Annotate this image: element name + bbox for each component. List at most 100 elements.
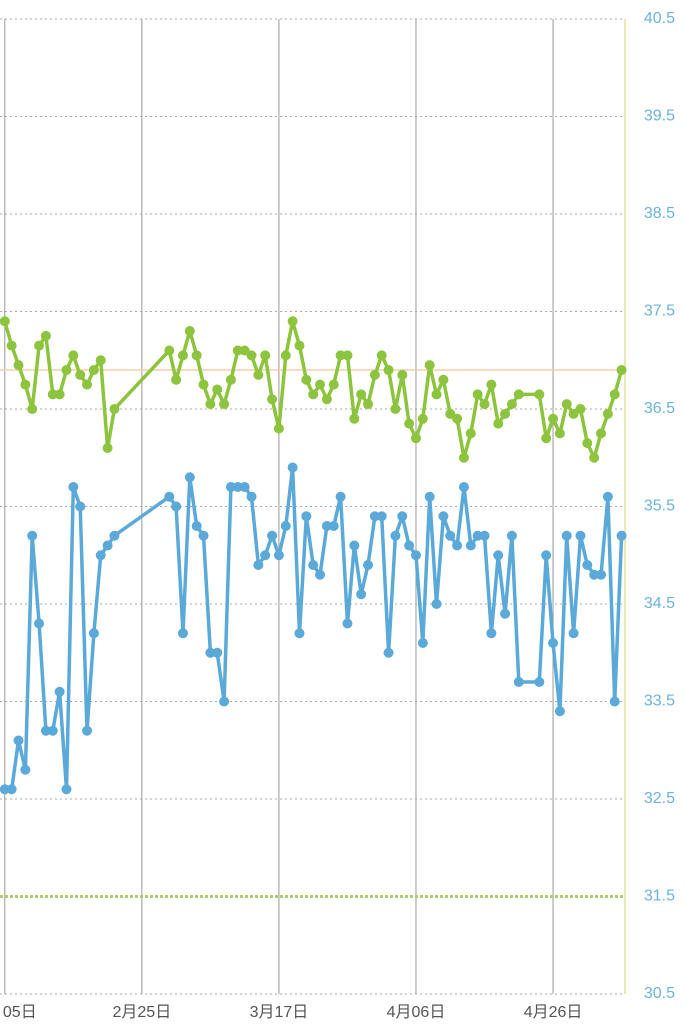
data-point — [198, 379, 209, 390]
data-point — [554, 428, 565, 439]
data-point — [260, 550, 271, 561]
data-point — [458, 452, 469, 463]
y-tick-label: 31.5 — [644, 888, 675, 905]
data-point — [47, 389, 58, 400]
data-point — [431, 599, 442, 609]
data-point — [308, 389, 319, 400]
data-point — [219, 696, 230, 707]
data-point — [397, 369, 408, 380]
data-point — [404, 418, 415, 429]
data-point — [294, 340, 305, 351]
data-point — [363, 399, 374, 410]
data-point — [369, 511, 380, 522]
data-point — [164, 345, 175, 356]
data-point — [465, 540, 476, 551]
data-point — [548, 638, 559, 648]
data-point — [171, 374, 182, 385]
series-line — [4, 465, 624, 791]
y-tick-label: 34.5 — [644, 595, 675, 612]
data-point — [383, 647, 394, 658]
data-point — [609, 696, 620, 707]
data-point — [68, 350, 79, 361]
y-tick-label: 38.5 — [644, 205, 675, 222]
x-tick-label: 4月26日 — [524, 1004, 583, 1021]
data-point — [102, 443, 113, 453]
data-point — [47, 725, 58, 736]
data-point — [458, 482, 469, 492]
data-point — [500, 608, 511, 619]
data-point — [424, 360, 435, 371]
data-point — [171, 501, 182, 512]
data-point — [616, 365, 627, 375]
data-point — [246, 491, 257, 502]
data-point — [273, 423, 284, 434]
y-tick-label: 40.5 — [644, 10, 675, 27]
data-point — [177, 628, 188, 639]
data-point — [212, 647, 223, 658]
data-point — [82, 725, 93, 736]
data-point — [205, 399, 216, 410]
data-point — [54, 686, 65, 697]
data-point — [102, 540, 113, 551]
data-point — [349, 413, 360, 424]
data-point — [34, 340, 45, 351]
y-tick-label: 33.5 — [644, 693, 675, 710]
data-point — [68, 482, 79, 492]
data-point — [438, 511, 449, 522]
data-point — [616, 530, 627, 541]
data-point — [356, 389, 367, 400]
data-point — [568, 628, 579, 639]
data-point — [417, 638, 428, 648]
data-point — [232, 482, 243, 492]
data-point — [500, 408, 511, 419]
y-tick-label: 30.5 — [644, 985, 675, 1002]
y-tick-label: 36.5 — [644, 400, 675, 417]
data-point — [369, 369, 380, 380]
y-tick-label: 37.5 — [644, 303, 675, 320]
y-tick-label: 39.5 — [644, 108, 675, 125]
x-tick-label: 3月17日 — [250, 1004, 309, 1021]
data-point — [6, 340, 17, 351]
data-point — [602, 491, 613, 502]
data-point — [602, 408, 613, 419]
data-point — [486, 628, 497, 639]
data-point — [363, 560, 374, 570]
data-point — [301, 511, 312, 522]
data-point — [465, 428, 476, 439]
data-point — [328, 521, 339, 531]
data-point — [40, 330, 51, 341]
data-point — [356, 589, 367, 600]
data-point — [294, 628, 305, 639]
data-point — [404, 540, 415, 551]
data-point — [493, 550, 504, 561]
data-point — [280, 350, 291, 361]
data-point — [95, 550, 106, 561]
series-line — [3, 319, 624, 460]
data-point — [561, 399, 572, 410]
data-point — [301, 374, 312, 385]
data-point — [506, 399, 517, 410]
data-point — [253, 560, 264, 570]
data-point — [191, 350, 202, 361]
x-tick-label: 4月06日 — [387, 1004, 446, 1021]
data-point — [397, 511, 408, 522]
data-point — [219, 399, 230, 410]
data-point — [315, 569, 326, 580]
data-point — [164, 491, 175, 502]
data-point — [417, 413, 428, 424]
data-point — [479, 399, 490, 410]
data-point — [0, 316, 10, 327]
data-point — [20, 379, 31, 390]
data-point — [376, 511, 387, 522]
data-point — [232, 345, 243, 356]
data-point — [184, 472, 195, 483]
data-point — [431, 389, 442, 400]
data-point — [328, 379, 339, 390]
data-point — [191, 521, 202, 531]
x-tick-label: 05日 — [3, 1004, 37, 1021]
y-tick-label: 35.5 — [644, 498, 675, 515]
data-point — [61, 784, 72, 795]
data-point — [390, 404, 401, 414]
data-point — [390, 530, 401, 541]
data-point — [582, 560, 593, 570]
